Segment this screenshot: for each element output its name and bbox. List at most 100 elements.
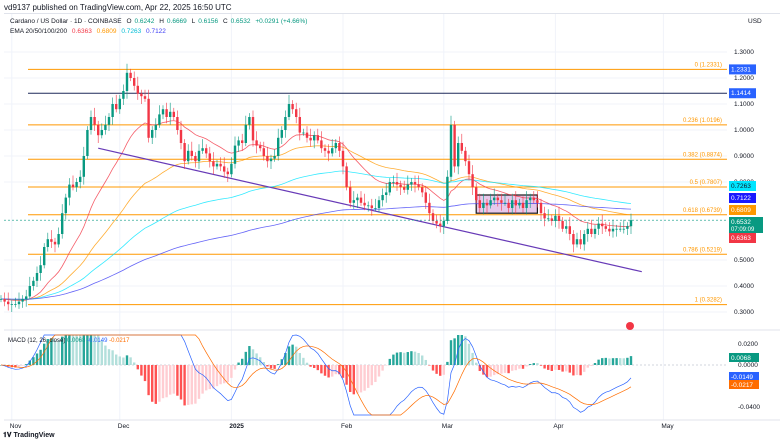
- macd-histogram-bar: [385, 365, 388, 366]
- macd-histogram-bar: [226, 365, 229, 383]
- tv-logo-icon: 𝟏𝐕: [3, 432, 14, 439]
- macd-histogram-bar: [352, 365, 355, 395]
- candle: [349, 180, 352, 208]
- candle-body: [136, 85, 139, 94]
- candle-body: [464, 150, 467, 162]
- high-label: H: [159, 18, 164, 25]
- candle: [500, 193, 503, 211]
- macd-histogram-bar: [61, 336, 64, 365]
- macd-histogram-bar: [604, 357, 607, 365]
- candle-body: [97, 124, 100, 136]
- candle: [590, 219, 593, 238]
- candle: [3, 292, 6, 307]
- candle-body: [619, 228, 622, 230]
- candle-body: [104, 124, 107, 130]
- time-tick: Nov: [10, 423, 22, 430]
- candle-body: [590, 228, 593, 234]
- macd-histogram-bar: [248, 346, 251, 365]
- macd-histogram-bar: [460, 335, 463, 365]
- candle: [352, 191, 355, 210]
- macd-histogram-bar: [111, 350, 114, 365]
- candle-body: [557, 215, 561, 221]
- macd-histogram-bar: [201, 365, 204, 394]
- tradingview-logo: 𝟏𝐕 TradingView: [3, 432, 55, 440]
- candle: [367, 201, 370, 212]
- candle: [464, 146, 467, 166]
- candle: [554, 209, 557, 228]
- price-label: 0.6363: [729, 233, 756, 243]
- price-label-bg: [729, 88, 756, 99]
- ema-legend-label[interactable]: EMA 20/50/100/200: [10, 28, 68, 35]
- candle-body: [554, 215, 557, 221]
- candle: [446, 170, 449, 225]
- candle: [241, 133, 244, 151]
- macd-histogram-bar: [431, 365, 435, 371]
- price-label: 1.1414: [729, 88, 756, 99]
- candle: [503, 193, 507, 206]
- candle-body: [547, 218, 550, 220]
- candle: [622, 219, 625, 234]
- candle-body: [140, 93, 143, 97]
- candle-body: [100, 130, 103, 136]
- symbol-name[interactable]: Cardano / US Dollar · 1D · COINBASE: [10, 18, 122, 25]
- candle: [529, 193, 532, 208]
- candle: [341, 141, 345, 175]
- price-label-bg: [729, 205, 756, 215]
- candle: [122, 84, 125, 106]
- candle: [233, 136, 237, 169]
- macd-title[interactable]: MACD (12, 26, close): [8, 338, 66, 344]
- macd-histogram-bar: [626, 357, 629, 365]
- macd-label-text: -0.0149: [731, 374, 753, 381]
- macd-histogram-bar: [323, 365, 327, 376]
- macd-histogram-bar: [381, 365, 384, 371]
- time-tick: Feb: [341, 423, 353, 430]
- candle-body: [338, 143, 341, 151]
- macd-histogram-bar: [154, 365, 157, 404]
- candle-body: [597, 223, 600, 229]
- candle: [323, 144, 327, 158]
- macd-histogram-bar: [467, 343, 471, 365]
- candle-body: [302, 132, 305, 134]
- candle-body: [561, 221, 564, 229]
- candle-body: [309, 137, 312, 141]
- candle-body: [79, 176, 82, 182]
- macd-histogram-bar: [35, 353, 39, 365]
- macd-histogram-bar: [583, 365, 586, 372]
- macd-histogram-bar: [298, 353, 301, 365]
- macd-histogram-bar: [536, 363, 539, 365]
- candle: [244, 115, 247, 147]
- macd-histogram-bar: [46, 339, 49, 365]
- macd-histogram-bar: [266, 365, 269, 367]
- candle: [71, 175, 75, 191]
- candle-body: [287, 104, 291, 117]
- macd-histogram-bar: [388, 358, 391, 365]
- ema20-value: 0.6363: [71, 28, 92, 35]
- price-label-text: 1.1414: [731, 90, 751, 97]
- candle: [273, 149, 276, 162]
- macd-histogram-bar: [107, 349, 111, 365]
- candle: [597, 217, 600, 236]
- candle: [39, 256, 42, 281]
- macd-line-value: -0.0149: [87, 338, 108, 344]
- macd-histogram-bar: [493, 365, 496, 376]
- macd-histogram-bar: [320, 365, 323, 374]
- macd-histogram-bar: [82, 335, 85, 365]
- macd-histogram-bar: [133, 362, 136, 365]
- candle: [453, 120, 456, 173]
- candle-body: [428, 202, 431, 214]
- macd-histogram-bar: [140, 365, 143, 376]
- candle-body: [71, 184, 75, 188]
- candle: [197, 144, 201, 169]
- open-label: O: [126, 18, 132, 25]
- candle-body: [284, 117, 287, 130]
- candle: [262, 141, 265, 161]
- macd-histogram-bar: [17, 365, 21, 367]
- price-tick: 1.0000: [734, 127, 754, 134]
- macd-histogram-bar: [586, 365, 589, 368]
- macd-hist-value: 0.0068: [67, 338, 86, 344]
- macd-histogram-bar: [230, 365, 233, 378]
- candle-body: [536, 200, 539, 203]
- candle-body: [313, 135, 316, 141]
- candle-body: [64, 197, 67, 214]
